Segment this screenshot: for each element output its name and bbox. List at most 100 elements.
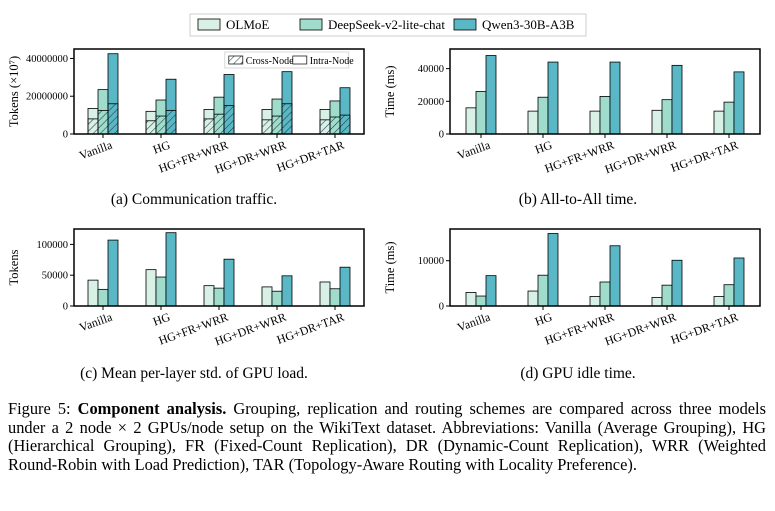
cross-node-swatch — [228, 55, 244, 65]
y-tick-label: 40000000 — [26, 54, 68, 65]
bar-d-s0-c4 — [713, 296, 725, 307]
bar-d-s2-c0 — [485, 275, 497, 307]
bar-c-s2-c0 — [107, 239, 119, 307]
bar-b-s2-c4 — [733, 71, 745, 135]
y-tick-label: 100000 — [37, 240, 69, 251]
bar-cross-node-a-s1-c2 — [213, 113, 225, 135]
bar-d-s2-c3 — [671, 259, 683, 307]
bar-b-s0-c0 — [465, 107, 477, 135]
legend: OLMoE DeepSeek-v2-lite-chat Qwen3-30B-A3… — [189, 13, 587, 37]
bar-b-s0-c1 — [527, 110, 539, 135]
bar-c-s1-c0 — [97, 288, 109, 307]
bar-b-s0-c2 — [589, 110, 601, 135]
bar-cross-node-a-s2-c0 — [107, 103, 119, 135]
x-tick-label: HG+DR+TAR — [669, 138, 740, 175]
subfigure-caption: (d) GPU idle time. — [520, 365, 635, 382]
y-tick-label: 0 — [439, 130, 444, 141]
x-tick-label: HG — [533, 310, 554, 329]
bar-c-s2-c2 — [223, 258, 235, 307]
y-axis-label: Time (ms) — [383, 242, 397, 294]
bar-c-s2-c4 — [339, 266, 351, 307]
cross-node-label: Cross-Node — [246, 56, 294, 67]
y-axis-label: Tokens (×10⁷) — [7, 56, 21, 127]
y-tick-label: 10000 — [418, 256, 444, 267]
subfigure-caption: (b) All-to-All time. — [519, 191, 637, 208]
bar-d-s2-c4 — [733, 257, 745, 307]
bar-cross-node-a-s2-c2 — [223, 105, 235, 135]
bar-c-s0-c2 — [203, 285, 215, 307]
legend-label: Qwen3-30B-A3B — [482, 17, 575, 32]
subfigure-caption: (a) Communication traffic. — [111, 191, 277, 208]
x-tick-label: Vanilla — [455, 309, 492, 334]
y-tick-label: 20000 — [418, 97, 444, 108]
bar-c-s1-c2 — [213, 287, 225, 307]
caption-label: Figure 5: — [8, 399, 71, 418]
x-tick-label: Vanilla — [77, 137, 114, 162]
bar-d-s0-c2 — [589, 296, 601, 307]
bar-d-s0-c1 — [527, 290, 539, 307]
x-tick-label: HG+DR+WRR — [603, 310, 678, 349]
bar-cross-node-a-s1-c1 — [155, 115, 167, 135]
bar-d-s0-c3 — [651, 296, 663, 307]
x-tick-label: HG+DR+TAR — [669, 310, 740, 347]
subfigure-caption: (c) Mean per-layer std. of GPU load. — [80, 365, 308, 382]
caption-title: Component analysis. — [77, 399, 227, 418]
caption-text: Grouping, replication and routing scheme… — [8, 399, 766, 474]
x-tick-label: HG+DR+TAR — [275, 138, 346, 175]
bar-cross-node-a-s0-c2 — [203, 118, 215, 135]
x-tick-label: HG+DR+WRR — [603, 138, 678, 177]
bar-cross-node-a-s2-c1 — [165, 109, 177, 135]
bar-d-s1-c1 — [537, 274, 549, 307]
y-tick-label: 0 — [63, 130, 68, 141]
y-tick-label: 0 — [63, 302, 68, 313]
bar-b-s2-c1 — [547, 61, 559, 135]
legend-item-deepseek: DeepSeek-v2-lite-chat — [299, 17, 445, 32]
bar-c-s1-c3 — [271, 290, 283, 307]
figure: OLMoE DeepSeek-v2-lite-chat Qwen3-30B-A3… — [7, 13, 761, 382]
pattern-legend-box — [224, 51, 350, 69]
bar-d-s1-c0 — [475, 295, 487, 307]
bar-b-s2-c0 — [485, 55, 497, 135]
bar-c-s2-c3 — [281, 275, 293, 307]
x-tick-label: HG+DR+TAR — [275, 310, 346, 347]
y-axis-label: Tokens — [7, 249, 21, 285]
x-tick-label: HG — [151, 138, 172, 157]
legend-swatch — [197, 18, 221, 31]
bar-cross-node-a-s0-c1 — [145, 120, 157, 135]
legend-item-qwen: Qwen3-30B-A3B — [453, 17, 575, 32]
legend-swatch — [453, 18, 477, 31]
intra-node-swatch — [292, 55, 308, 65]
y-tick-label: 20000000 — [26, 92, 68, 103]
bar-c-s2-c1 — [165, 232, 177, 307]
bar-b-s1-c2 — [599, 96, 611, 135]
x-tick-label: Vanilla — [77, 309, 114, 334]
bar-b-s2-c3 — [671, 64, 683, 135]
bar-cross-node-a-s1-c3 — [271, 115, 283, 135]
legend-label: OLMoE — [226, 17, 269, 32]
legend-label: DeepSeek-v2-lite-chat — [328, 17, 445, 32]
intra-node-label: Intra-Node — [310, 56, 354, 67]
bar-b-s0-c4 — [713, 110, 725, 135]
bar-c-s0-c1 — [145, 269, 157, 307]
bar-b-s1-c1 — [537, 96, 549, 135]
bar-b-s1-c0 — [475, 91, 487, 135]
y-tick-label: 50000 — [42, 271, 68, 282]
bar-d-s1-c2 — [599, 281, 611, 307]
bar-b-s1-c3 — [661, 99, 673, 135]
x-tick-label: HG — [151, 310, 172, 329]
bar-d-s0-c0 — [465, 292, 477, 307]
bar-d-s1-c4 — [723, 284, 735, 307]
bar-b-s1-c4 — [723, 101, 735, 135]
bar-c-s1-c1 — [155, 276, 167, 307]
y-tick-label: 40000 — [418, 64, 444, 75]
legend-item-olmoe: OLMoE — [197, 17, 269, 32]
figure-caption: Figure 5: Component analysis. Grouping, … — [8, 399, 766, 474]
bar-c-s0-c3 — [261, 286, 273, 307]
bar-cross-node-a-s2-c3 — [281, 103, 293, 135]
bar-cross-node-a-s0-c3 — [261, 119, 273, 135]
bar-d-s1-c3 — [661, 284, 673, 307]
